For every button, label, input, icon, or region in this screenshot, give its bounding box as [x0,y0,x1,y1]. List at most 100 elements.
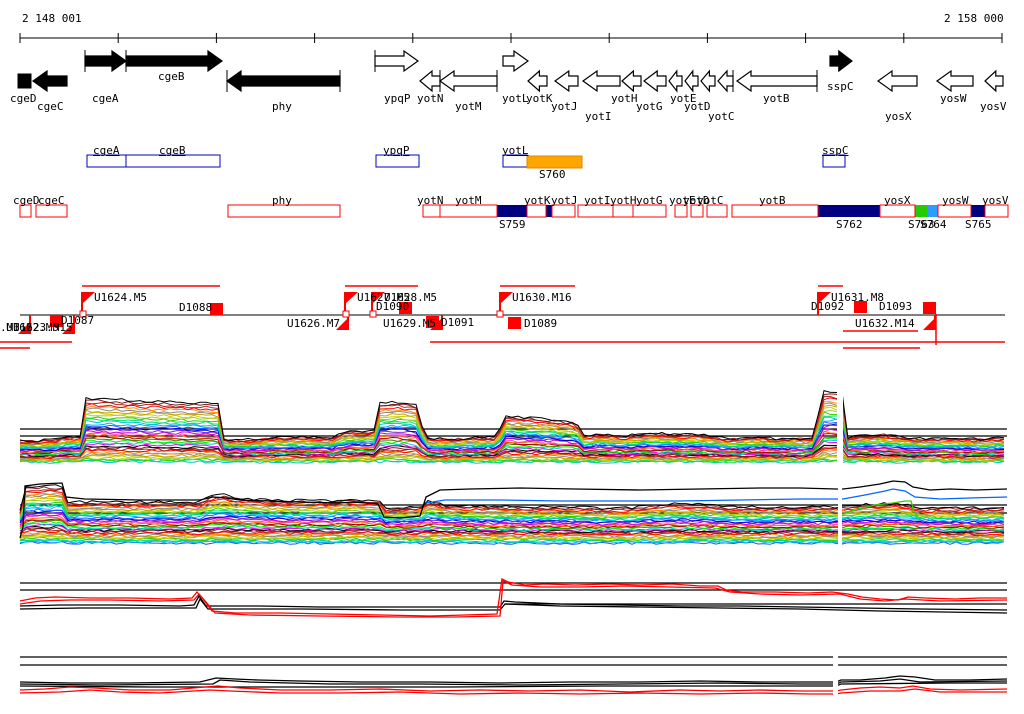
gene-yotC[interactable] [700,69,716,93]
segment-label-S762: S762 [836,218,863,231]
filled-segment-2[interactable] [818,205,880,217]
red-box-14[interactable] [879,204,916,218]
segment-label-yotE: yotE [669,194,696,207]
gene-label-yotN: yotN [417,92,444,105]
gene-yotE[interactable] [668,69,683,93]
filled-segment-0[interactable] [497,205,527,217]
hybridization-gap [838,476,842,552]
gene-ypqP[interactable] [374,49,420,73]
gene-yotD[interactable] [684,69,699,93]
expression-panel-3 [19,578,1008,618]
segment-label-yotG: yotG [636,194,663,207]
segment-label-S760: S760 [539,168,566,181]
probe-label-D1089: D1089 [524,317,558,330]
red-box-11[interactable] [690,204,704,218]
probe-label-U1629.M5: U1629.M5 [383,317,436,330]
gene-yosV[interactable] [984,69,1004,93]
filled-segment-5[interactable] [971,205,985,217]
red-box-2[interactable] [227,204,341,218]
probe-label-U1628.M5: U1628.M5 [384,291,437,304]
gene-sspC[interactable] [829,49,853,73]
gene-yosW[interactable] [935,69,974,93]
operon-box-cgeB[interactable] [125,154,221,168]
probe-flag-U1632.M14[interactable] [923,315,936,330]
probe-flag-cluster-flag-1[interactable] [62,315,75,334]
probe-cluster-label-2: U1623.M15 [13,321,73,334]
segment-label-yosV: yosV [982,194,1009,207]
gene-yotN[interactable] [419,69,441,93]
segment-label-yotB: yotB [759,194,786,207]
probe-label-D1093: D1093 [879,300,913,313]
probe-label-U1632.M14: U1632.M14 [855,317,915,330]
gene-yotH[interactable] [621,69,642,93]
gene-label-ypqP: ypqP [384,92,411,105]
ruler-end-coordinate: 2 158 000 [944,12,1004,25]
filled-segment-4[interactable] [927,205,938,217]
segment-label-yotD: yotD [683,194,710,207]
probe-anchor-1[interactable] [342,310,350,318]
probe-square-D1092[interactable] [854,301,867,313]
probe-anchor-0[interactable] [79,310,87,318]
operon-label-sspC: sspC [822,144,849,157]
gene-label-yosW: yosW [940,92,967,105]
red-box-13[interactable] [731,204,819,218]
segment-label-yotJ: yotJ [551,194,578,207]
segment-S760[interactable] [526,155,583,169]
operon-label-cgeB: cgeB [159,144,186,157]
probe-square-D1091[interactable] [426,316,439,328]
probe-label-D1088: D1088 [179,301,213,314]
filled-segment-3[interactable] [915,205,927,217]
red-box-0[interactable] [19,204,32,218]
red-box-15[interactable] [937,204,972,218]
gene-label-cgeD: cgeD [10,92,37,105]
red-box-9[interactable] [632,204,667,218]
gene-cgeB[interactable] [125,49,224,73]
gene-label-cgeB: cgeB [158,70,185,83]
gene-yotK[interactable] [527,69,548,93]
gene-orf-unlabeled[interactable] [717,69,734,93]
gene-label-yotL: yotL [502,92,529,105]
gene-yotB[interactable] [735,69,818,93]
red-box-10[interactable] [674,204,688,218]
gene-yotM[interactable] [438,69,498,93]
gene-cgeA[interactable] [84,49,128,73]
gene-label-yotD: yotD [684,100,711,113]
probe-flag-U1631.M8[interactable] [817,292,831,315]
probe-anchor-3[interactable] [496,310,504,318]
red-box-1[interactable] [35,204,68,218]
probe-square-D1089[interactable] [508,317,521,329]
segment-label-cgeD: cgeD [13,194,40,207]
gene-cgeC[interactable] [31,69,68,93]
gene-yotJ[interactable] [553,69,579,93]
operon-box-ypqP[interactable] [375,154,420,168]
red-box-5[interactable] [526,204,547,218]
red-box-4[interactable] [439,204,498,218]
filled-segment-1[interactable] [546,205,552,217]
probe-anchor-2[interactable] [369,310,377,318]
red-box-6[interactable] [551,204,576,218]
gene-yotL[interactable] [502,49,530,73]
red-box-16[interactable] [984,204,1009,218]
probe-square-D1093[interactable] [923,302,936,314]
hybridization-gap [833,644,838,712]
operon-label-yotL: yotL [502,144,529,157]
gene-yosX[interactable] [876,69,918,93]
gene-yotI[interactable] [581,69,621,93]
probe-square-D1087[interactable] [50,315,63,327]
segment-label-S763: S763 [908,218,935,231]
red-box-12[interactable] [706,204,728,218]
probe-square-D1088[interactable] [210,303,223,315]
gene-yotG[interactable] [643,69,667,93]
probe-square-D1090[interactable] [399,302,412,314]
probe-label-U1627.M5: U1627.M5 [357,291,410,304]
gene-phy[interactable] [225,69,341,93]
operon-box-sspC[interactable] [822,154,846,168]
probe-flag-cluster-flag-0[interactable] [18,315,31,334]
gene-cgeD[interactable] [17,73,32,89]
gene-label-yotJ: yotJ [551,100,578,113]
probe-label-D1092: D1092 [811,300,845,313]
segment-label-S759: S759 [499,218,526,231]
gene-label-yotH: yotH [611,92,638,105]
probe-label-D1087: D1087 [61,314,95,327]
